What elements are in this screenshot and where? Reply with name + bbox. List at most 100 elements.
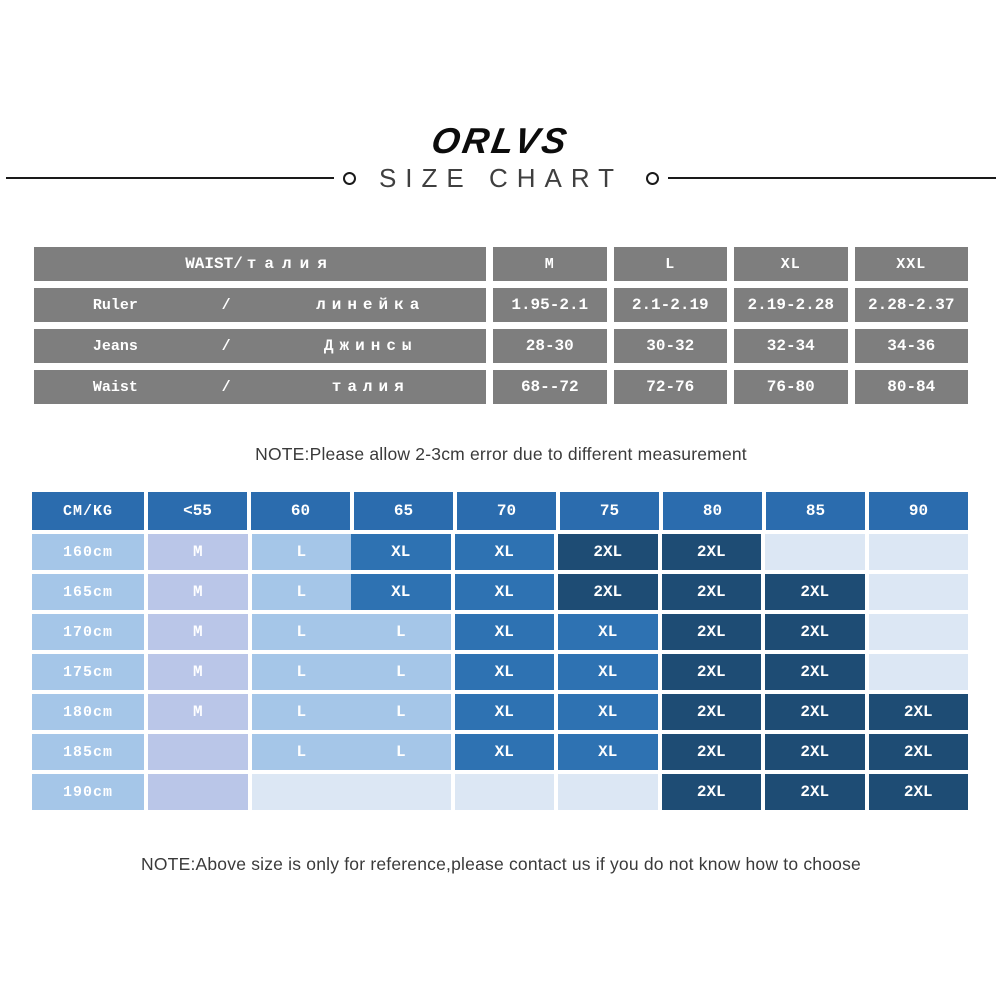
weight-column-header: 80	[659, 492, 762, 530]
measure-value-cell: 68--72	[486, 370, 607, 404]
matrix-cell: XL	[554, 654, 658, 690]
weight-column-header: 65	[350, 492, 453, 530]
row-label-slash: /	[221, 296, 231, 314]
measure-value-cell: 1.95-2.1	[486, 288, 607, 322]
measurement-note: NOTE:Please allow 2-3cm error due to dif…	[255, 443, 747, 464]
matrix-cell: XL	[554, 694, 658, 730]
measure-value-cell: 2.1-2.19	[606, 288, 727, 322]
matrix-cell: L	[247, 734, 351, 770]
measure-value-cell: 2.28-2.37	[847, 288, 968, 322]
measure-value-cell: 30-32	[606, 329, 727, 363]
matrix-cell	[864, 614, 968, 650]
row-label-ru: талия	[331, 378, 410, 396]
matrix-cell: L	[247, 694, 351, 730]
matrix-cell: L	[351, 654, 451, 690]
matrix-cell: 2XL	[554, 534, 658, 570]
matrix-cell	[351, 774, 451, 810]
measure-value-cell: 34-36	[847, 329, 968, 363]
measure-value-cell: 2.19-2.28	[727, 288, 848, 322]
matrix-cell	[864, 654, 968, 690]
row-label-slash: /	[221, 378, 231, 396]
matrix-cell: M	[144, 614, 248, 650]
matrix-cell	[864, 534, 968, 570]
decor-circle-right-icon	[646, 171, 660, 185]
decor-circle-left-icon	[342, 171, 356, 185]
matrix-row: 185cm L L XL XL 2XL 2XL 2XL	[32, 734, 968, 770]
matrix-row: 160cm M L XL XL 2XL 2XL	[32, 534, 968, 570]
matrix-cell: L	[351, 694, 451, 730]
matrix-cell	[144, 774, 248, 810]
row-label-slash: /	[221, 337, 231, 355]
matrix-cell: XL	[351, 534, 451, 570]
height-row-label: 190cm	[32, 774, 144, 810]
weight-column-header: 75	[556, 492, 659, 530]
row-label-inner: Ruler / линейка	[34, 296, 486, 314]
row-label-cell: Ruler / линейка	[34, 288, 486, 322]
size-column-header: XXL	[847, 247, 968, 281]
matrix-cell: L	[351, 614, 451, 650]
decor-line-right	[668, 177, 997, 179]
matrix-cell: XL	[450, 694, 554, 730]
waist-table-header-row: WAIST/талия M L XL XXL	[34, 247, 968, 281]
row-label-cell: Jeans / Джинсы	[34, 329, 486, 363]
weight-column-header: 60	[247, 492, 350, 530]
matrix-cell: 2XL	[864, 734, 968, 770]
matrix-cell: 2XL	[657, 694, 761, 730]
weight-column-header: 85	[762, 492, 865, 530]
measure-value-cell: 28-30	[486, 329, 607, 363]
waist-size-table: WAIST/талия M L XL XXL Ruler / линейка 1.95-2.1 2…	[34, 247, 968, 404]
matrix-cell: XL	[351, 574, 451, 610]
matrix-cell: 2XL	[864, 694, 968, 730]
matrix-cell: L	[247, 534, 351, 570]
matrix-cell: 2XL	[657, 614, 761, 650]
matrix-cell: 2XL	[657, 574, 761, 610]
height-row-label: 160cm	[32, 534, 144, 570]
matrix-cell: 2XL	[554, 574, 658, 610]
matrix-cell: 2XL	[761, 734, 865, 770]
measure-value-cell: 32-34	[727, 329, 848, 363]
size-column-header: L	[606, 247, 727, 281]
matrix-cell: 2XL	[761, 574, 865, 610]
matrix-cell	[450, 774, 554, 810]
row-label-ru: линейка	[316, 296, 426, 314]
matrix-cell: 2XL	[761, 654, 865, 690]
matrix-cell: L	[247, 654, 351, 690]
title-row: SIZE CHART	[0, 163, 1002, 193]
weight-column-header: 70	[453, 492, 556, 530]
row-label-en: Waist	[92, 378, 138, 396]
waist-title-ru: талия	[246, 255, 335, 273]
waist-title-en: WAIST/	[185, 255, 243, 273]
waist-table-row: Jeans / Джинсы 28-30 30-32 32-34 34-36	[34, 329, 968, 363]
matrix-cell: XL	[450, 614, 554, 650]
row-label-inner: Waist / талия	[34, 378, 486, 396]
matrix-cell: XL	[450, 654, 554, 690]
matrix-cell: 2XL	[657, 534, 761, 570]
matrix-cell: 2XL	[864, 774, 968, 810]
matrix-row: 170cm M L L XL XL 2XL 2XL	[32, 614, 968, 650]
row-label-inner: Jeans / Джинсы	[34, 337, 486, 355]
matrix-cell: M	[144, 654, 248, 690]
reference-note: NOTE:Above size is only for reference,pl…	[141, 853, 861, 874]
matrix-cell: M	[144, 574, 248, 610]
matrix-cell: XL	[554, 734, 658, 770]
matrix-cell: 2XL	[657, 734, 761, 770]
height-row-label: 180cm	[32, 694, 144, 730]
matrix-cell: L	[247, 614, 351, 650]
row-label-cell: Waist / талия	[34, 370, 486, 404]
matrix-cell: 2XL	[657, 774, 761, 810]
weight-column-header: <55	[144, 492, 247, 530]
weight-column-header: 90	[865, 492, 968, 530]
matrix-cell	[761, 534, 865, 570]
matrix-cell: 2XL	[657, 654, 761, 690]
row-label-ru: Джинсы	[323, 337, 418, 355]
matrix-cell: L	[247, 574, 351, 610]
waist-table-row: Ruler / линейка 1.95-2.1 2.1-2.19 2.19-2.28 2.…	[34, 288, 968, 322]
matrix-cell: 2XL	[761, 694, 865, 730]
matrix-cell	[144, 734, 248, 770]
matrix-row: 190cm 2XL 2XL 2XL	[32, 774, 968, 810]
matrix-cell: XL	[554, 614, 658, 650]
matrix-cell: 2XL	[761, 774, 865, 810]
measure-value-cell: 76-80	[727, 370, 848, 404]
height-row-label: 185cm	[32, 734, 144, 770]
